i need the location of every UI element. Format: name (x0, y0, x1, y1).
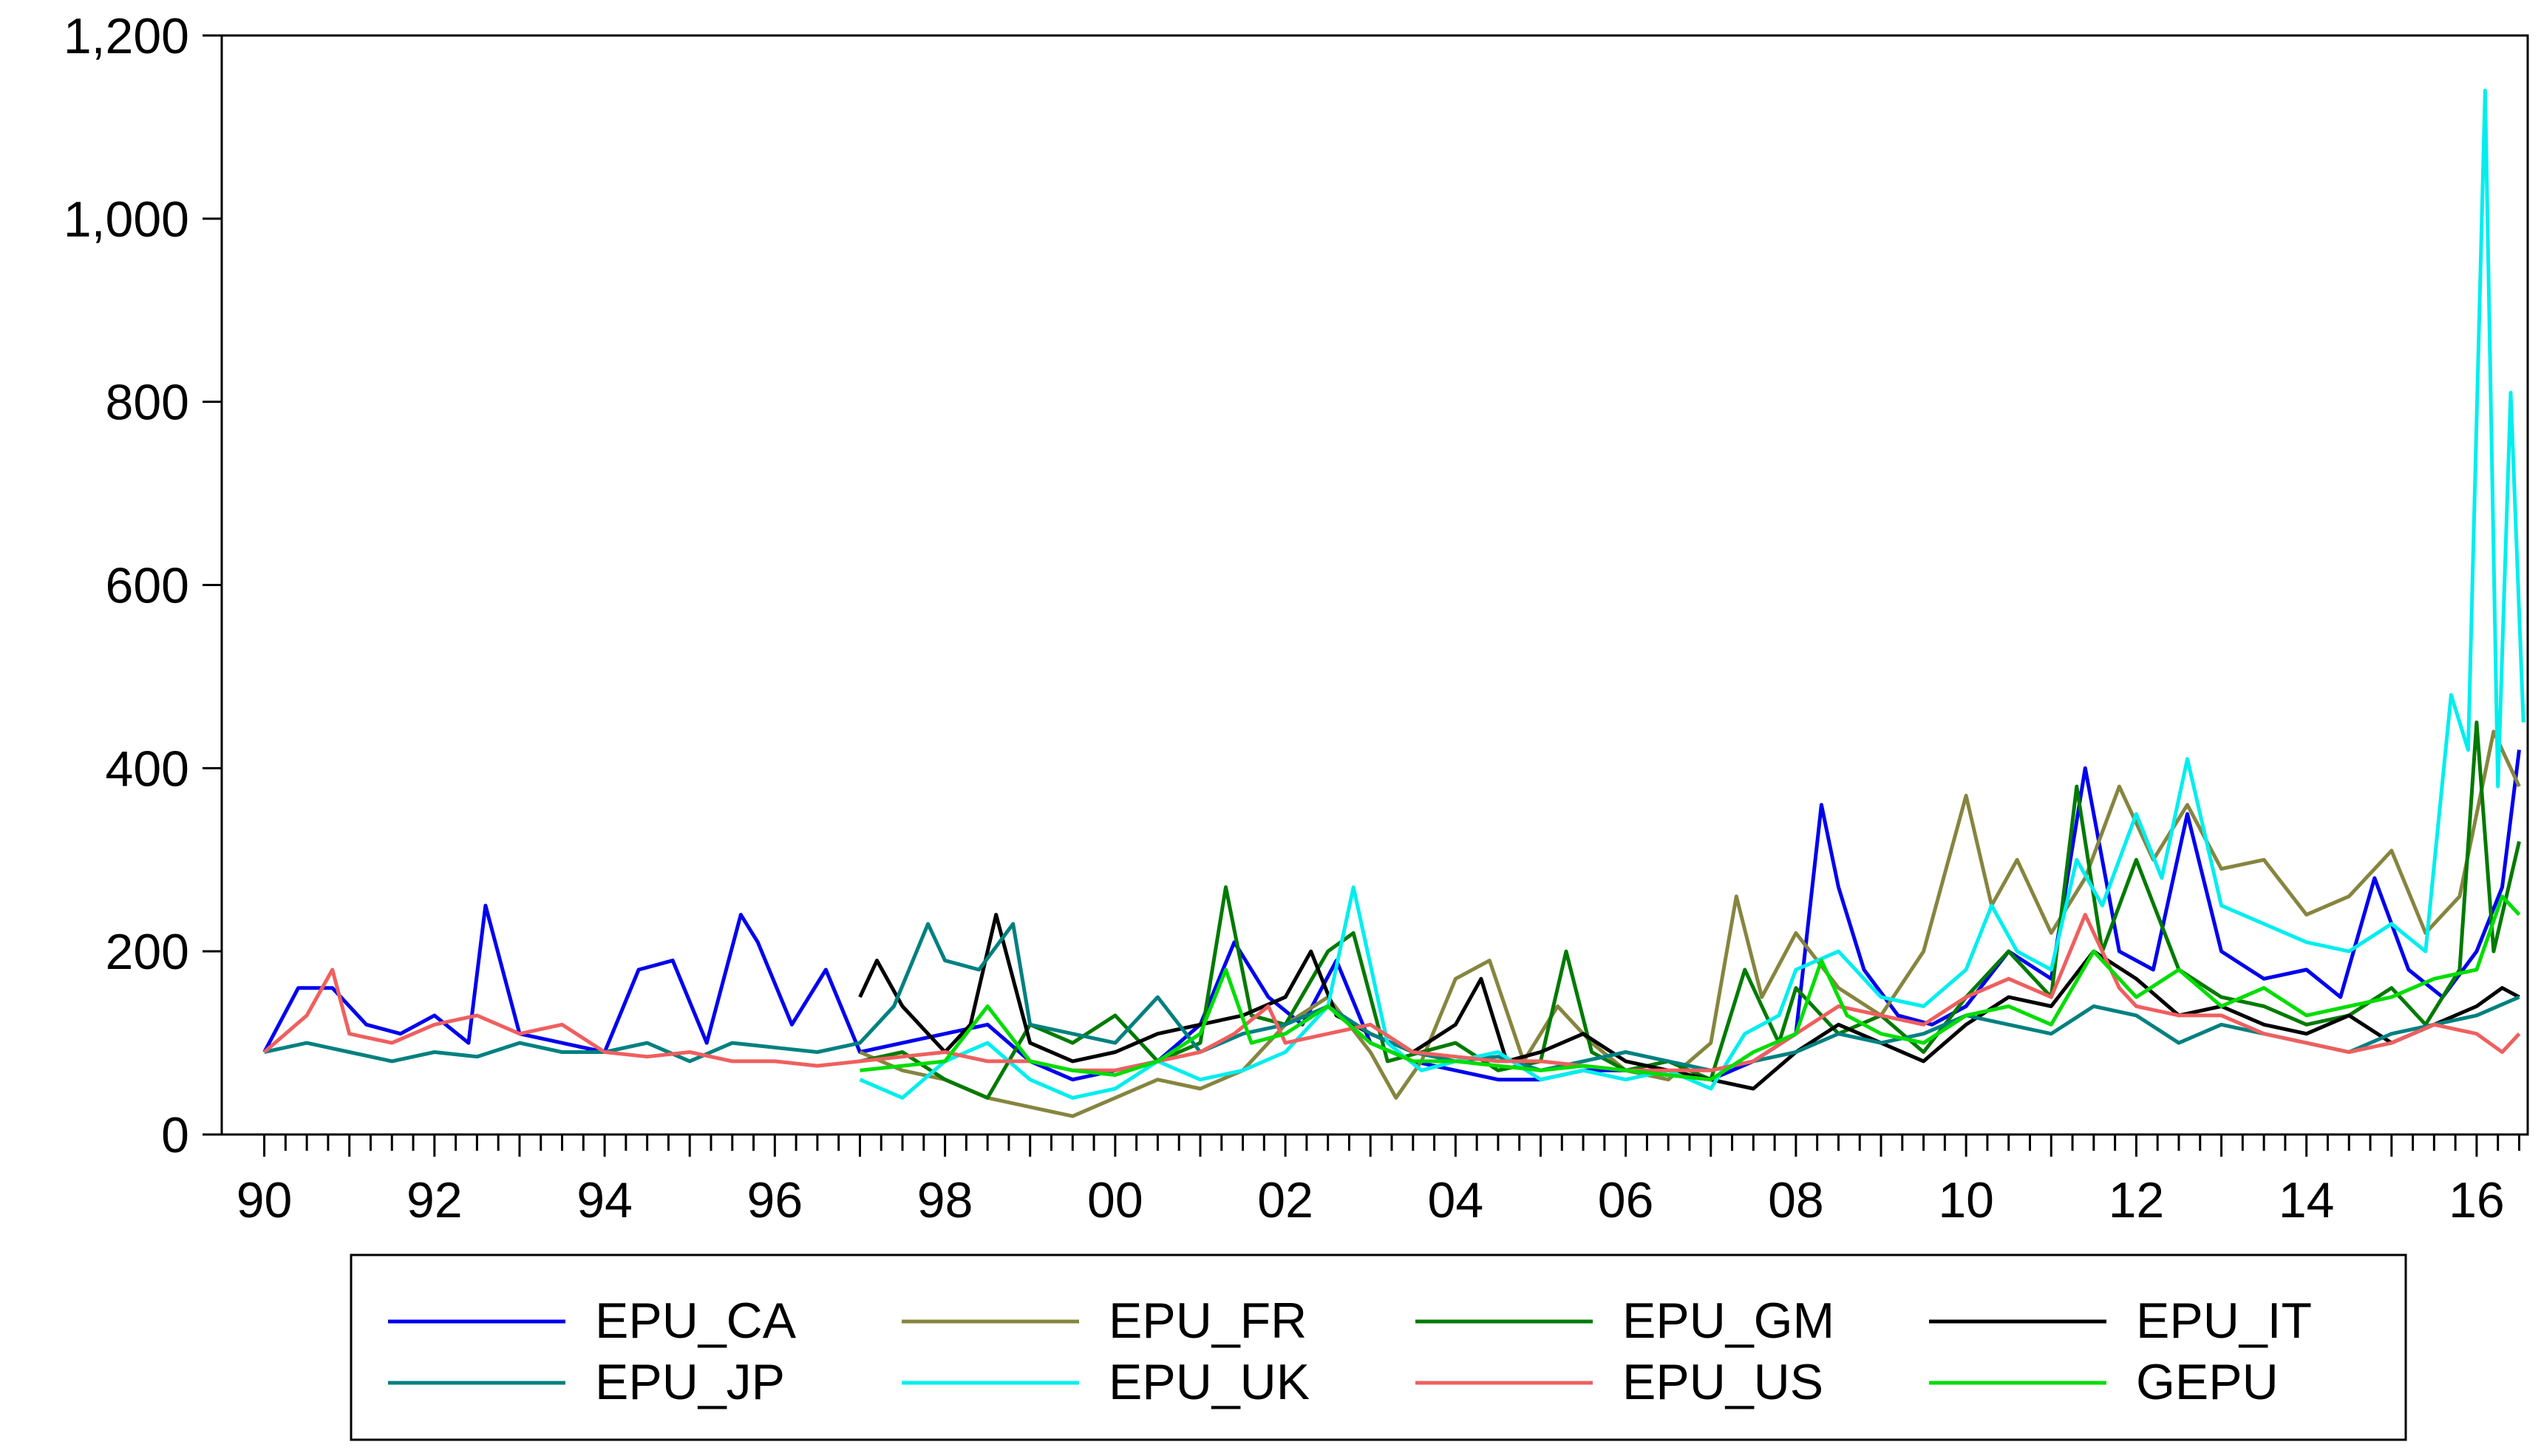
x-tick-label: 12 (2109, 1172, 2165, 1228)
series-layer (262, 88, 2525, 1118)
x-tick-label: 92 (407, 1172, 463, 1228)
legend-label-epu-gm: EPU_GM (1622, 1293, 1834, 1349)
legend-label-epu-jp: EPU_JP (595, 1354, 785, 1410)
y-tick-label: 400 (106, 741, 189, 797)
x-tick-label: 06 (1598, 1172, 1654, 1228)
legend-label-epu-ca: EPU_CA (595, 1293, 797, 1349)
series-line-epu-us (262, 913, 2521, 1072)
y-axis: 0 200 400 600 800 1,000 1,200 (64, 8, 222, 1163)
series-line-epu-fr (859, 729, 2521, 1118)
y-tick-label: 800 (106, 375, 189, 431)
series-line-epu-it (858, 913, 2520, 1091)
series-line-epu-jp (264, 922, 2520, 1072)
x-tick-label: 04 (1428, 1172, 1484, 1228)
legend-label-gepu: GEPU (2136, 1354, 2279, 1410)
legend-label-epu-us: EPU_US (1622, 1354, 1823, 1410)
x-tick-label: 16 (2449, 1172, 2505, 1228)
x-tick-label: 94 (576, 1172, 633, 1228)
y-tick-label: 0 (161, 1107, 189, 1163)
series-line-gepu (860, 894, 2521, 1082)
y-tick-label: 1,000 (64, 191, 189, 248)
x-tick-label: 98 (917, 1172, 973, 1228)
y-tick-label: 200 (106, 924, 189, 980)
x-tick-label: 14 (2279, 1172, 2335, 1228)
legend: EPU_CA EPU_FR EPU_GM EPU_IT EPU_JP EPU_UK EPU_… (350, 1253, 2407, 1441)
x-axis: 90 92 94 96 98 00 02 04 06 08 10 12 14 16 (237, 1134, 2520, 1228)
x-tick-label: 10 (1938, 1172, 1994, 1228)
x-tick-label: 08 (1768, 1172, 1824, 1228)
x-tick-label: 90 (237, 1172, 293, 1228)
legend-box (350, 1253, 2407, 1441)
y-tick-label: 600 (106, 558, 189, 614)
legend-label-epu-fr: EPU_FR (1109, 1293, 1307, 1349)
series-line-epu-uk (859, 88, 2525, 1100)
legend-label-epu-it: EPU_IT (2136, 1293, 2312, 1349)
x-tick-label: 96 (747, 1172, 803, 1228)
x-tick-label: 02 (1257, 1172, 1313, 1228)
x-tick-label: 00 (1087, 1172, 1143, 1228)
y-tick-label: 1,200 (64, 8, 189, 64)
legend-label-epu-uk: EPU_UK (1109, 1354, 1310, 1410)
